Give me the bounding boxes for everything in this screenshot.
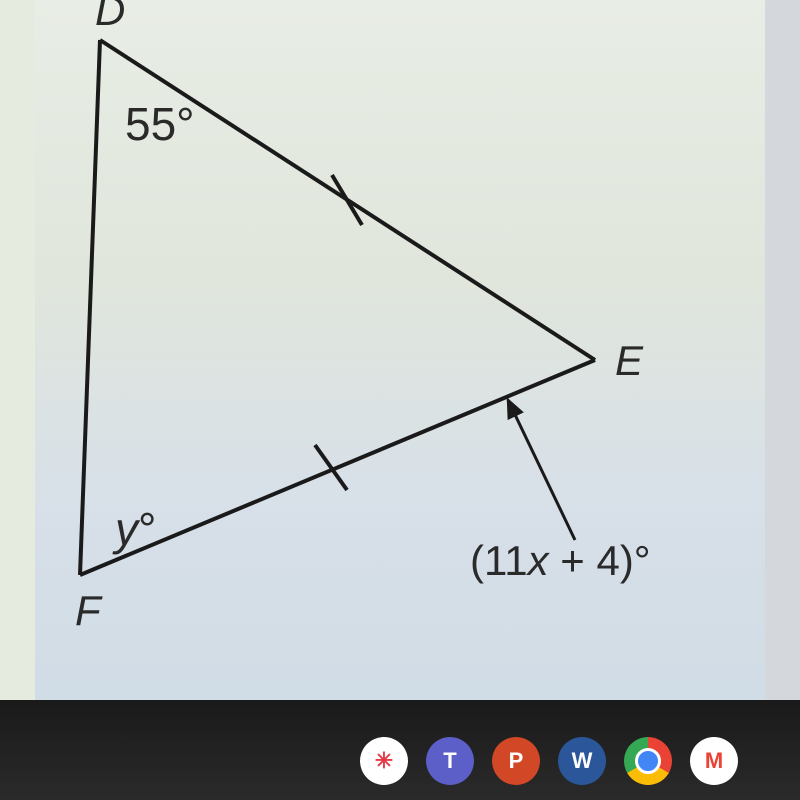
screen-right-edge bbox=[765, 0, 800, 700]
tick-mark-DE bbox=[332, 175, 362, 225]
powerpoint-icon[interactable]: P bbox=[492, 737, 540, 785]
angle-label-E: (11x + 4)° bbox=[470, 537, 651, 584]
side-DF bbox=[80, 40, 100, 575]
canvas-icon[interactable]: ✳ bbox=[360, 737, 408, 785]
chrome-icon[interactable] bbox=[624, 737, 672, 785]
vertex-label-D: D bbox=[95, 0, 125, 34]
angle-label-D: 55° bbox=[125, 98, 195, 150]
screen-left-edge bbox=[0, 0, 35, 700]
word-icon[interactable]: W bbox=[558, 737, 606, 785]
teams-icon[interactable]: T bbox=[426, 737, 474, 785]
angle-pointer-arrow bbox=[508, 400, 575, 540]
angle-label-F: y° bbox=[112, 503, 156, 555]
gmail-icon[interactable]: M bbox=[690, 737, 738, 785]
vertex-label-F: F bbox=[75, 587, 103, 634]
desktop-taskbar: ✳ T P W M bbox=[0, 700, 800, 800]
taskbar-icons-row: ✳ T P W M bbox=[360, 737, 738, 785]
geometry-diagram: D E F 55° y° (11x + 4)° bbox=[40, 0, 760, 705]
vertex-label-E: E bbox=[615, 337, 644, 384]
